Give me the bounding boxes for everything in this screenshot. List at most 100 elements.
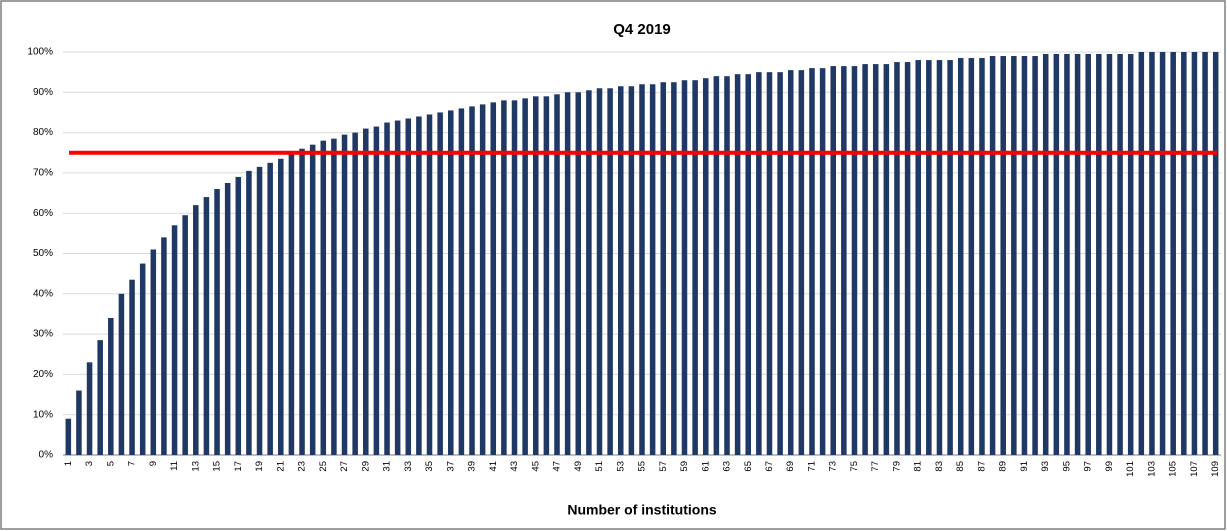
bar <box>713 76 720 456</box>
x-tick-label: 49 <box>573 461 584 472</box>
bar <box>373 126 380 456</box>
bar <box>554 94 560 455</box>
x-tick-label: 95 <box>1061 461 1072 472</box>
x-tick-label: 69 <box>785 461 796 472</box>
bar <box>86 362 93 455</box>
bar <box>660 82 667 455</box>
bar <box>203 197 210 455</box>
y-tick-label: 80% <box>33 127 53 138</box>
x-tick-label: 57 <box>658 461 669 472</box>
bar <box>1064 54 1070 455</box>
x-tick-label: 23 <box>297 461 308 472</box>
bar <box>989 56 996 455</box>
bar <box>182 215 188 455</box>
x-tick-label: 43 <box>509 461 520 472</box>
bar <box>1085 54 1091 455</box>
bar <box>331 138 337 455</box>
bar <box>1212 52 1219 455</box>
x-tick-label: 33 <box>403 461 414 472</box>
bar <box>161 237 167 455</box>
bar <box>1202 52 1208 455</box>
x-tick-label: 87 <box>976 461 987 472</box>
bar <box>416 116 422 455</box>
bar <box>299 148 305 455</box>
x-tick-label: 29 <box>360 461 371 472</box>
x-tick-label: 31 <box>382 461 393 472</box>
y-tick-label: 90% <box>33 87 53 98</box>
x-tick-label: 89 <box>998 461 1009 472</box>
x-tick-label: 13 <box>190 461 201 472</box>
chart-title: Q4 2019 <box>613 21 671 38</box>
bar <box>1021 56 1028 455</box>
x-tick-label: 53 <box>615 461 626 472</box>
bar <box>1159 52 1166 455</box>
bar <box>1149 52 1155 455</box>
bar <box>1106 54 1113 455</box>
bar <box>883 64 890 455</box>
bar <box>639 84 645 456</box>
bar <box>947 60 953 456</box>
y-tick-label: 60% <box>33 208 53 219</box>
bar <box>787 70 794 455</box>
x-tick-label: 51 <box>594 461 605 472</box>
bar <box>171 225 178 455</box>
bar <box>596 88 603 456</box>
bar <box>830 66 836 455</box>
bar <box>267 162 273 455</box>
bar <box>564 92 571 456</box>
bar <box>841 66 847 455</box>
x-tick-label: 27 <box>339 461 350 472</box>
bar <box>649 84 656 456</box>
bar <box>448 110 454 455</box>
x-tick-label: 85 <box>955 461 966 472</box>
bar <box>819 68 826 456</box>
bar <box>352 132 358 455</box>
bar <box>97 340 103 455</box>
bar <box>76 390 82 455</box>
x-tick-label: 91 <box>1019 461 1030 472</box>
bar <box>756 72 762 456</box>
bar <box>692 80 698 456</box>
bar <box>1042 54 1049 455</box>
bar <box>1000 56 1006 455</box>
bar <box>628 86 635 455</box>
x-tick-label: 3 <box>84 461 95 466</box>
bar <box>702 78 709 455</box>
x-tick-label: 1 <box>63 461 74 466</box>
bar <box>575 92 582 456</box>
x-tick-label: 45 <box>530 461 541 472</box>
bar <box>501 100 507 456</box>
bar <box>968 58 975 456</box>
bar <box>256 166 263 456</box>
bar <box>607 88 613 456</box>
bar <box>681 80 688 456</box>
x-tick-label: 101 <box>1125 461 1136 477</box>
y-tick-label: 30% <box>33 329 53 340</box>
bar <box>288 152 295 455</box>
bar <box>1191 52 1198 455</box>
y-tick-label: 50% <box>33 248 53 259</box>
bar <box>224 182 231 455</box>
bar <box>458 108 465 456</box>
x-tick-label: 109 <box>1210 461 1221 477</box>
bar <box>193 205 199 455</box>
y-tick-label: 20% <box>33 369 53 380</box>
bar <box>543 96 550 455</box>
bar <box>904 62 911 455</box>
x-tick-label: 103 <box>1146 461 1157 477</box>
x-tick-label: 81 <box>913 461 924 472</box>
x-tick-label: 61 <box>700 461 711 472</box>
bar <box>1138 52 1145 455</box>
bar <box>511 100 518 456</box>
y-tick-label: 10% <box>33 409 53 420</box>
x-tick-label: 47 <box>552 461 563 472</box>
y-tick-label: 70% <box>33 168 53 179</box>
x-axis-label: Number of institutions <box>567 502 717 518</box>
bar <box>915 60 921 456</box>
bar <box>139 263 146 455</box>
x-tick-label: 19 <box>254 461 265 472</box>
bar <box>1181 52 1187 455</box>
x-tick-label: 5 <box>105 461 116 466</box>
x-tick-label: 11 <box>169 461 180 471</box>
